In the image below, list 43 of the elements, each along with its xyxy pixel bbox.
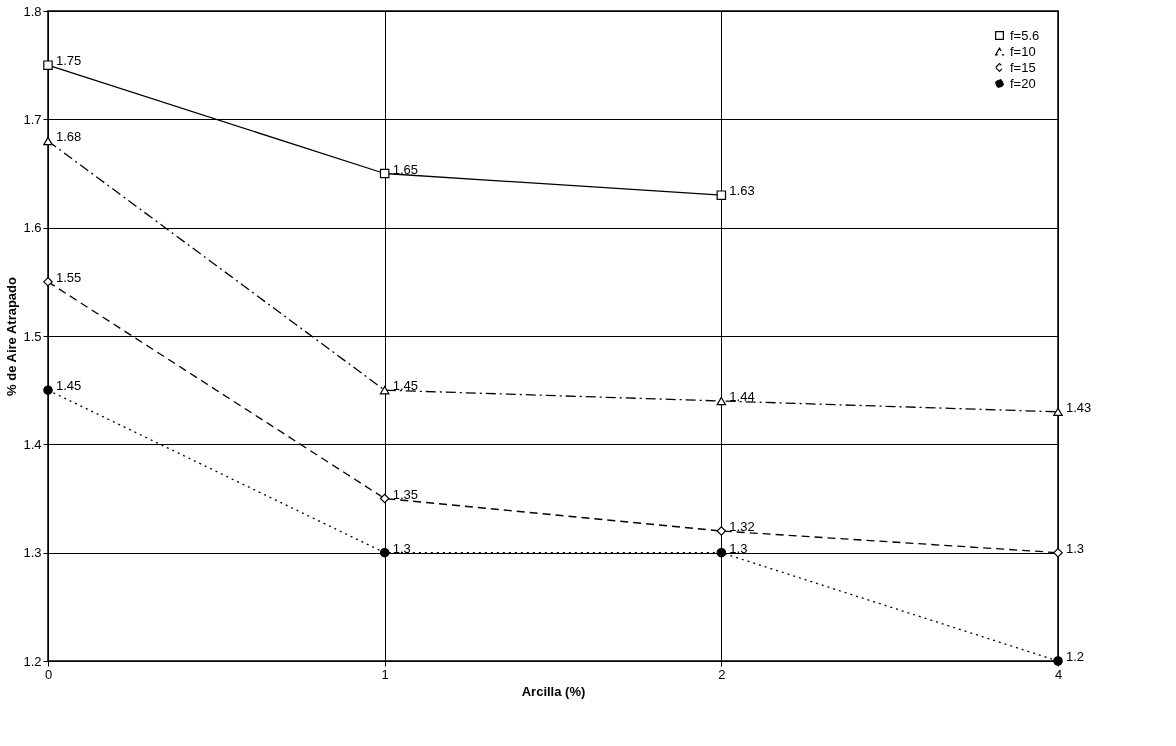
point	[1053, 547, 1063, 558]
data-label: 1.65	[392, 161, 418, 177]
point	[43, 385, 53, 395]
data-label: 1.2	[1066, 649, 1085, 664]
y-tick-label: 1.7	[23, 111, 42, 127]
point	[716, 526, 727, 536]
y-tick-label: 1.8	[23, 3, 42, 19]
point	[716, 396, 727, 406]
data-label: 1.32	[729, 519, 755, 534]
point	[716, 547, 727, 558]
legend-label: f=15	[1010, 59, 1036, 75]
point	[379, 385, 390, 395]
data-label: 1.45	[56, 378, 82, 394]
data-label: 1.63	[729, 183, 755, 199]
legend-label: f=10	[1010, 43, 1036, 59]
legend-label: f=20	[1010, 75, 1036, 91]
data-label: 1.43	[1066, 399, 1092, 415]
data-label: 1.45	[392, 378, 418, 394]
x-tick-label: 2	[718, 666, 726, 682]
point	[43, 277, 53, 287]
point	[379, 168, 390, 179]
point	[379, 547, 390, 558]
x-tick-label: 1	[381, 666, 389, 682]
data-label: 1.3	[729, 540, 748, 556]
data-label: 1.68	[56, 129, 82, 144]
x-tick-label: 4	[1054, 666, 1063, 682]
x-tick-label: 0	[44, 666, 53, 682]
point	[43, 60, 53, 70]
y-tick-label: 1.2	[23, 653, 42, 669]
y-tick-label: 1.5	[23, 328, 42, 344]
y-tick-label: 1.6	[23, 220, 42, 236]
data-label: 1.3	[1066, 540, 1085, 556]
data-label: 1.35	[392, 486, 418, 502]
point	[716, 190, 727, 200]
y-tick-label: 1.4	[23, 436, 42, 452]
point	[1053, 407, 1063, 417]
data-label: 1.55	[56, 269, 82, 285]
x-axis-title: Arcilla (%)	[521, 683, 586, 699]
data-label: 1.44	[729, 389, 755, 404]
data-label: 1.75	[56, 53, 82, 69]
y-axis-title: % de Aire Atrapado	[4, 276, 20, 396]
y-tick-label: 1.3	[23, 545, 42, 561]
legend-label: f=5.6	[1010, 27, 1040, 43]
